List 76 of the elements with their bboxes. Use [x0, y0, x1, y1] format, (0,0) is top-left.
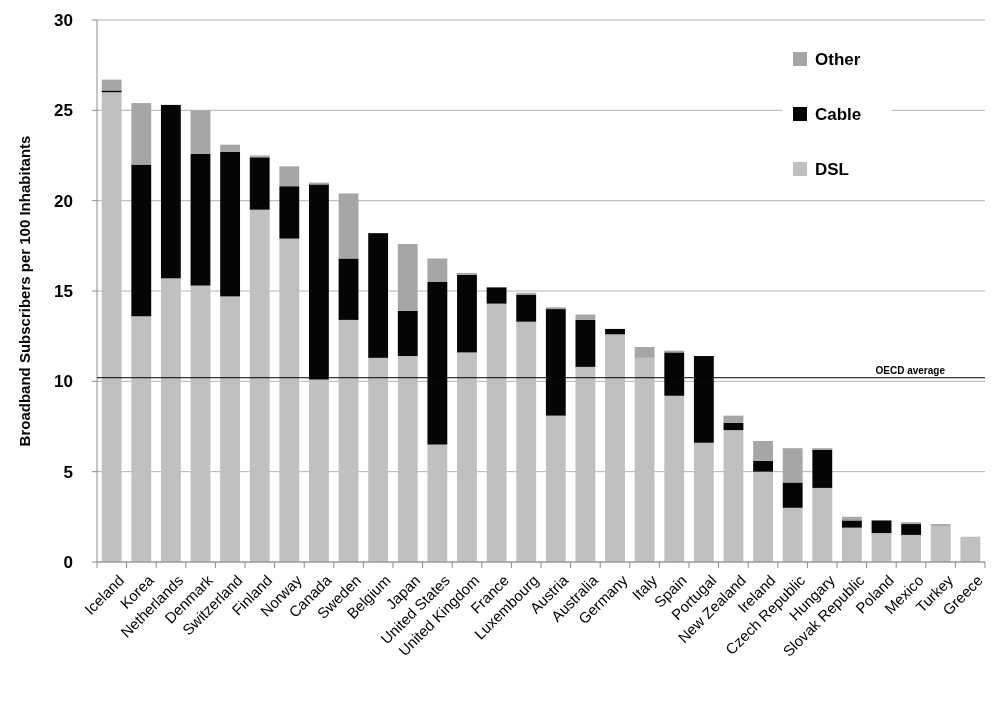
bar [457, 274, 477, 353]
y-tick-label: 10 [54, 372, 73, 392]
bar [486, 303, 507, 562]
bar [427, 258, 448, 282]
bar [634, 357, 655, 562]
bar [545, 415, 566, 562]
bar [190, 285, 211, 562]
bar [871, 533, 892, 562]
bar [605, 328, 625, 335]
y-tick-label: 15 [54, 281, 73, 301]
ref-line-label: OECD average [875, 364, 946, 376]
bar [249, 209, 270, 562]
bar [338, 193, 359, 259]
legend-label: Other [815, 49, 861, 69]
y-axis-title: Broadband Subscribers per 100 Inhabitants [16, 135, 33, 447]
bar [723, 415, 744, 423]
bar [930, 525, 951, 562]
bar [841, 527, 862, 562]
bar [753, 460, 773, 472]
bar [753, 440, 773, 461]
bar [575, 314, 596, 320]
bar [812, 487, 833, 562]
bar [397, 310, 418, 357]
bar [190, 153, 211, 286]
bar [782, 448, 803, 483]
bar [782, 482, 803, 508]
legend-label: DSL [815, 159, 849, 179]
bar [841, 520, 862, 528]
bar [131, 164, 152, 317]
bar [457, 352, 477, 562]
bar [397, 356, 418, 562]
bar [782, 507, 803, 562]
y-tick-label: 20 [54, 191, 73, 211]
bar [575, 319, 596, 367]
bar [901, 524, 922, 535]
bar [279, 166, 300, 187]
bar [279, 238, 300, 562]
bar [723, 430, 744, 562]
bar [693, 442, 714, 562]
bar [131, 316, 152, 562]
bar [812, 449, 833, 488]
bar [871, 520, 892, 534]
bar [190, 110, 211, 154]
bar [960, 536, 981, 562]
bar [516, 294, 537, 322]
bar [101, 79, 122, 91]
bar [279, 186, 300, 239]
bar [131, 103, 152, 165]
bar [753, 471, 773, 562]
bar [249, 157, 270, 210]
bar [160, 278, 181, 562]
legend-label: Cable [815, 104, 862, 124]
bar [516, 321, 537, 562]
bar [220, 144, 241, 152]
bar [338, 319, 359, 562]
bar [220, 296, 241, 562]
y-tick-label: 0 [63, 552, 73, 572]
bar [101, 92, 122, 562]
bar [575, 366, 596, 562]
bar [368, 357, 389, 562]
y-tick-label: 30 [54, 10, 73, 30]
bar [664, 395, 685, 562]
bar [634, 347, 655, 358]
bar [723, 422, 744, 431]
bar [309, 379, 329, 562]
y-tick-label: 25 [54, 101, 73, 121]
bar [486, 287, 507, 304]
bar [338, 258, 359, 320]
y-tick-label: 5 [63, 462, 73, 482]
bar [427, 444, 448, 562]
bar [397, 244, 418, 311]
bar [605, 334, 625, 562]
bar [368, 233, 389, 358]
bar [220, 151, 241, 297]
bar [901, 534, 922, 562]
bar [160, 104, 181, 279]
